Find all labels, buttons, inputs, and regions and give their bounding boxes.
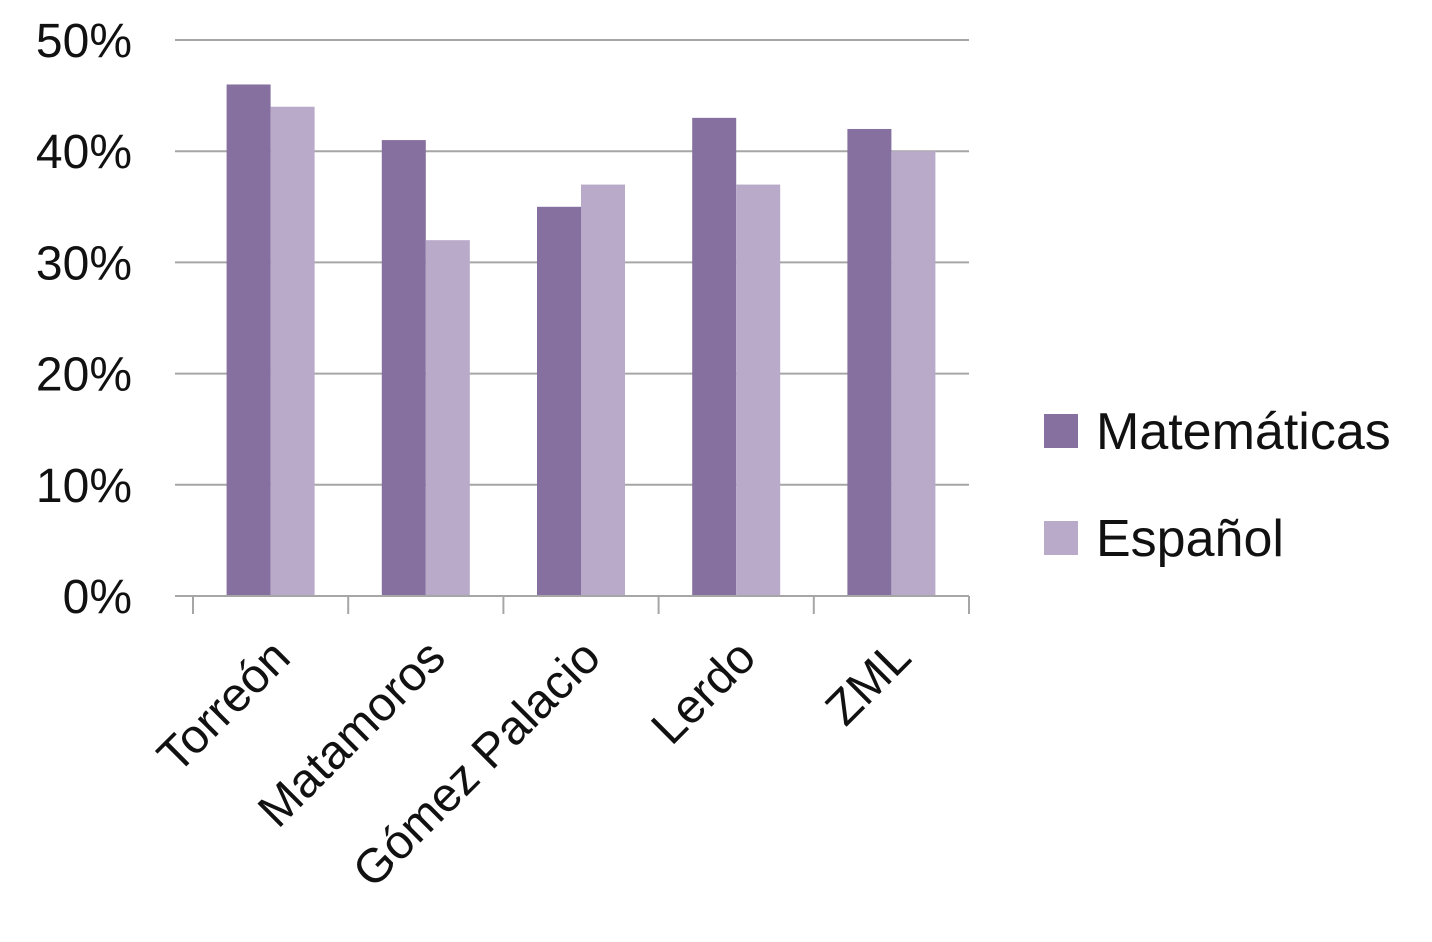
- x-tick-label: Torreón: [148, 630, 301, 783]
- legend-label: Matemáticas: [1096, 403, 1391, 461]
- bars: [226, 84, 936, 597]
- legend-swatch: [1044, 521, 1078, 555]
- bar-series-2: [425, 240, 470, 596]
- y-tick-label: 30%: [36, 237, 132, 290]
- bar-series-1: [226, 84, 271, 596]
- y-tick-label: 20%: [36, 349, 132, 402]
- legend-swatch: [1044, 414, 1078, 448]
- y-tick-label: 40%: [36, 126, 132, 179]
- x-axis: [175, 595, 970, 614]
- bar-series-2: [270, 106, 315, 596]
- bar-series-2: [736, 184, 781, 596]
- legend: Matemáticas Español: [1044, 403, 1391, 568]
- y-axis-tick-labels: 0% 10% 20% 30% 40% 50%: [36, 15, 132, 624]
- y-tick-label: 0%: [63, 571, 132, 624]
- bar-series-1: [537, 206, 581, 597]
- legend-label: Español: [1096, 510, 1284, 568]
- bar-series-1: [692, 117, 737, 596]
- x-tick-label: ZML: [816, 630, 921, 735]
- x-tick-label: Lerdo: [642, 630, 766, 754]
- y-tick-label: 50%: [36, 15, 132, 68]
- bar-series-1: [381, 140, 426, 596]
- bar-series-2: [891, 151, 936, 596]
- bar-series-2: [581, 184, 625, 596]
- bar-series-1: [847, 128, 892, 596]
- y-tick-label: 10%: [36, 460, 132, 513]
